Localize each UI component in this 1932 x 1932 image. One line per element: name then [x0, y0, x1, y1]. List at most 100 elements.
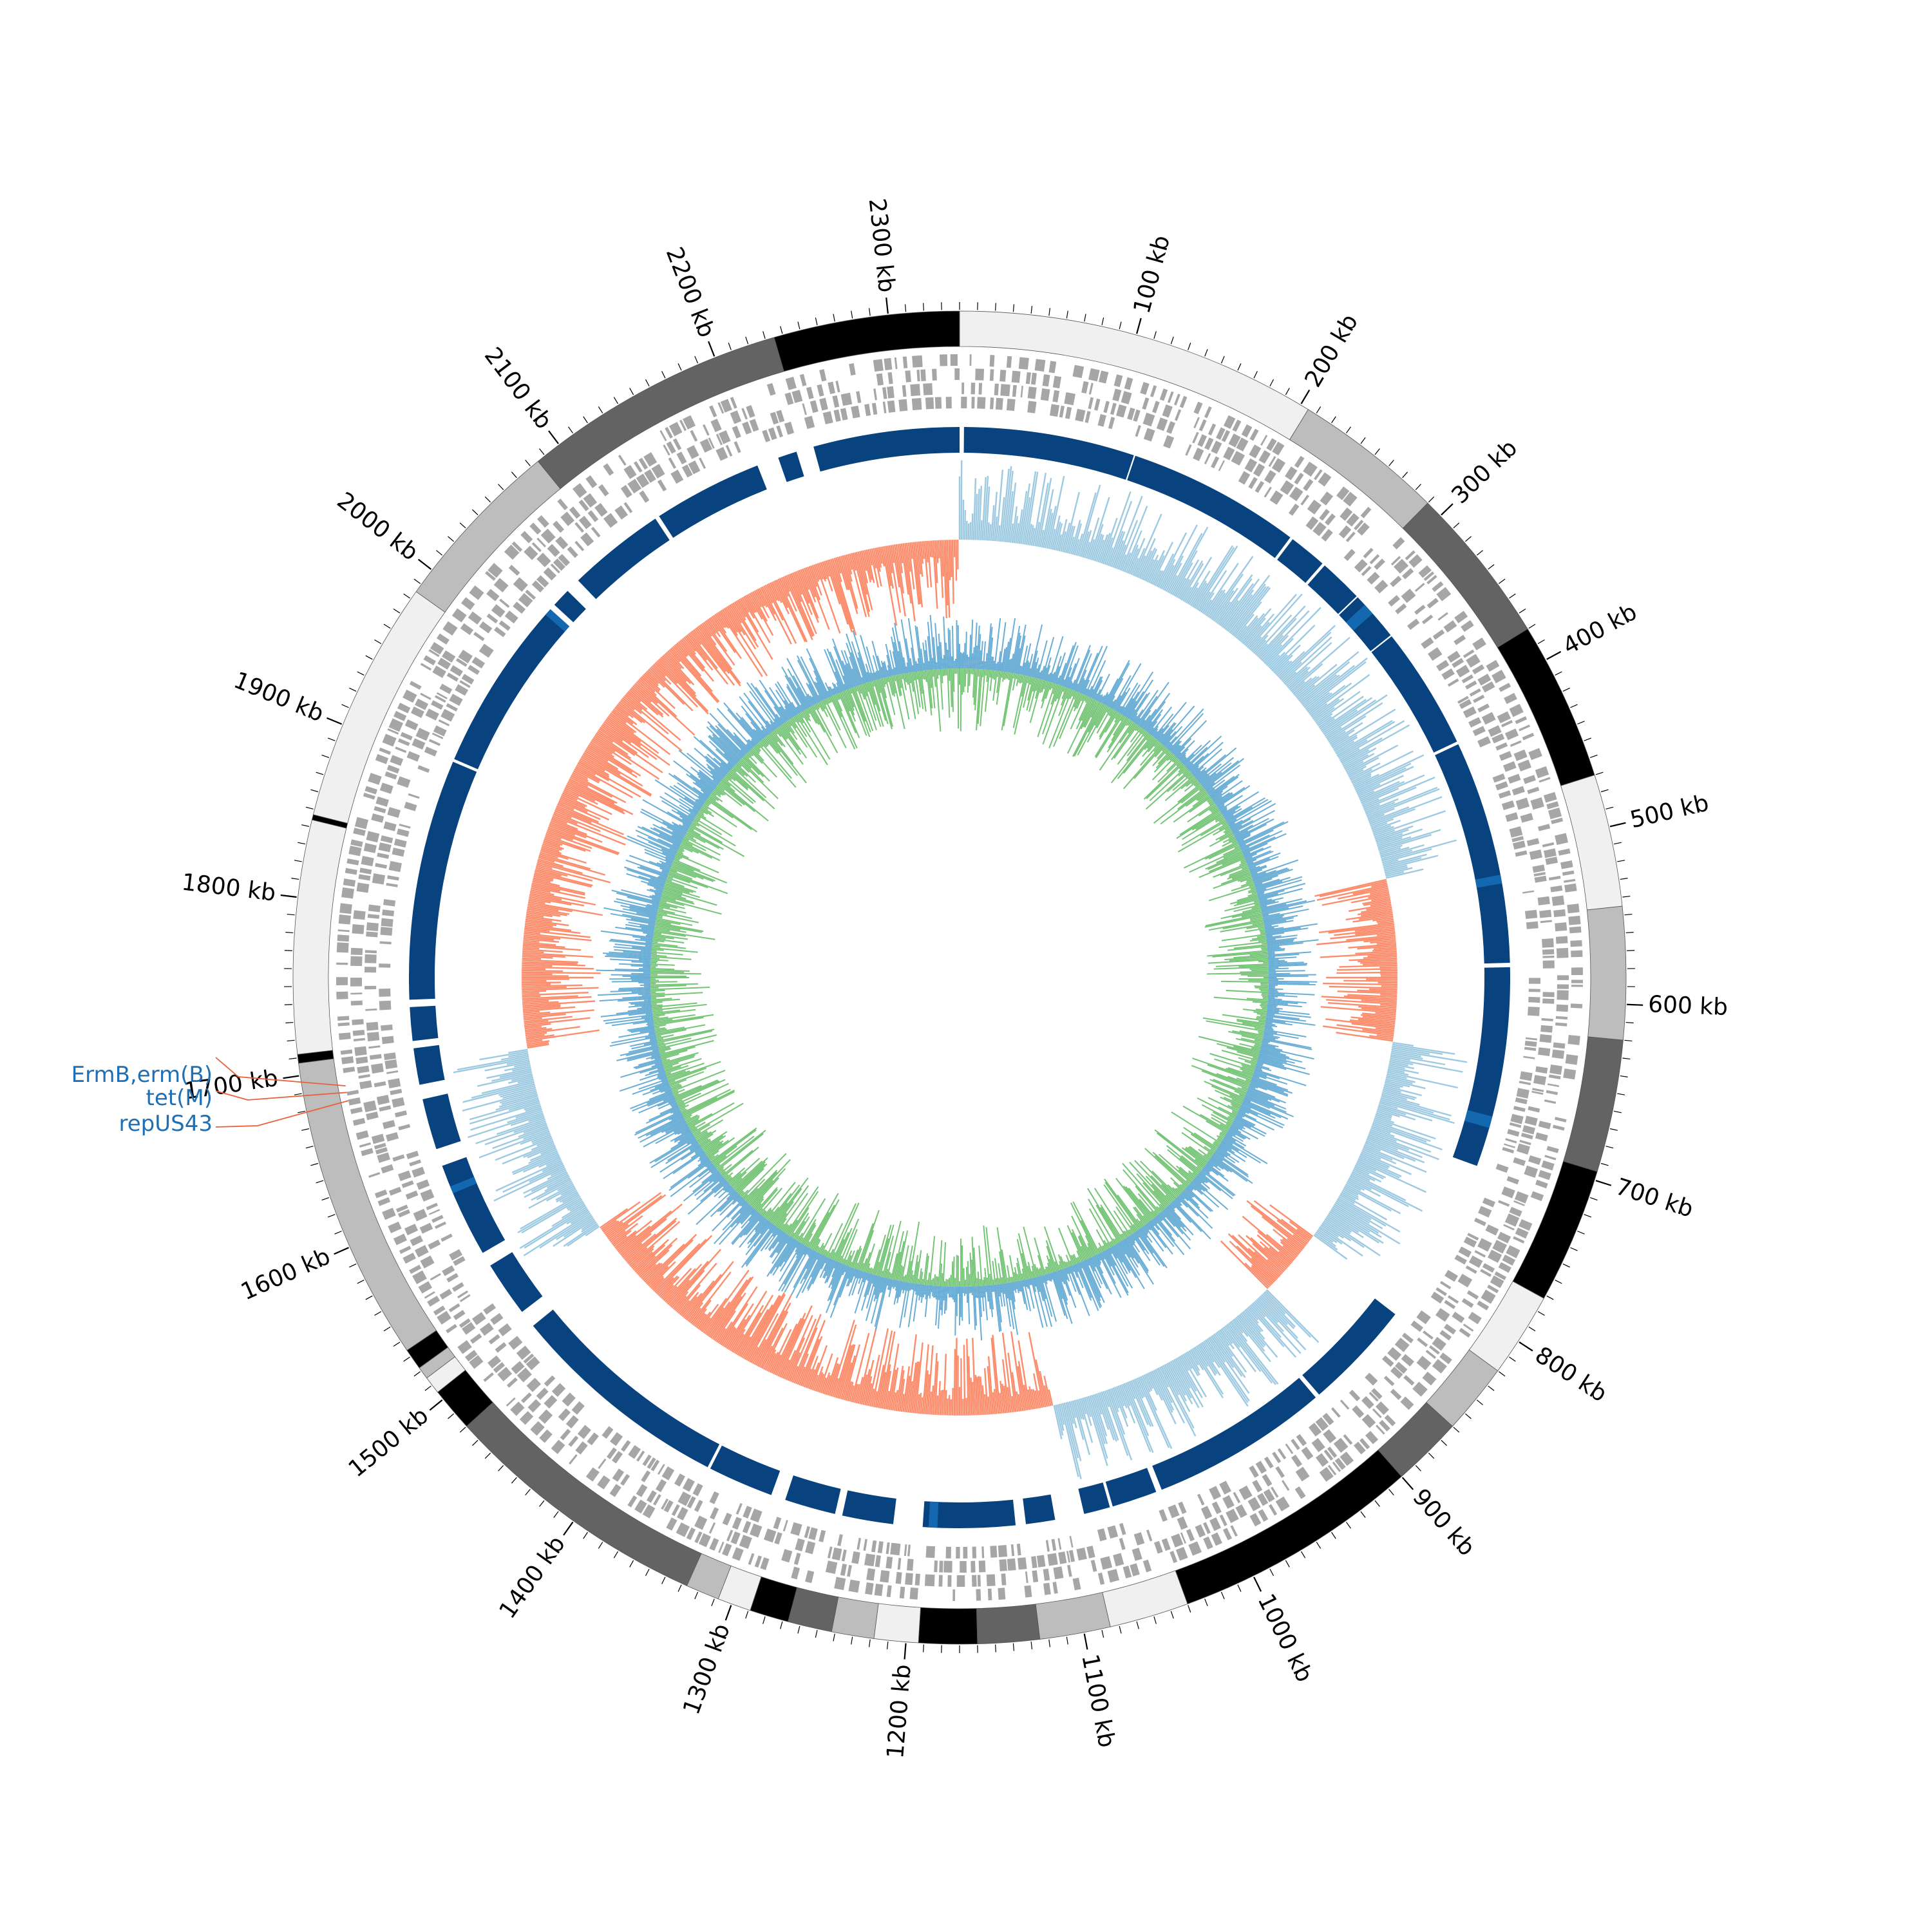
- gene-feature: [1502, 1147, 1515, 1154]
- gc-bar-outer: [1239, 829, 1274, 847]
- gc-bar-outer: [996, 1284, 1002, 1323]
- skew-bar: [1154, 1368, 1173, 1403]
- minor-tick: [1220, 355, 1225, 364]
- skew-bar: [1324, 1218, 1381, 1256]
- gene-feature: [1174, 409, 1182, 421]
- skew-bar: [538, 855, 606, 876]
- gc-bar-inner: [1221, 1050, 1258, 1061]
- gene-feature: [1209, 1517, 1222, 1531]
- gc-bar-inner: [1053, 691, 1077, 747]
- gc-bar-outer: [1198, 1172, 1222, 1191]
- gene-feature: [577, 1425, 591, 1439]
- tick-label: 2200 kb: [661, 243, 720, 341]
- gc-bar-outer: [843, 683, 848, 690]
- skew-bar: [1345, 1183, 1401, 1215]
- gc-bar-outer: [1139, 710, 1151, 726]
- gc-bar-outer: [1268, 974, 1316, 976]
- gc-bar-inner: [1231, 882, 1255, 892]
- gene-feature: [1505, 1138, 1517, 1144]
- gc-bar-outer: [1153, 713, 1174, 738]
- gc-bar-outer: [894, 667, 898, 676]
- skew-bar: [1314, 878, 1387, 897]
- skew-bar: [468, 1112, 544, 1139]
- gc-bar-outer: [1249, 1083, 1267, 1091]
- gc-bar-outer: [1189, 1182, 1203, 1195]
- gc-bar-outer: [1244, 1095, 1294, 1117]
- gc-bar-inner: [1166, 771, 1191, 793]
- gene-feature: [361, 1148, 374, 1157]
- gene-feature: [699, 439, 712, 453]
- gc-bar-inner: [1231, 910, 1262, 918]
- skew-bar: [1222, 578, 1260, 629]
- skew-bar: [1261, 1294, 1295, 1329]
- gene-feature: [350, 978, 363, 987]
- gc-bar-inner: [1027, 677, 1034, 701]
- gene-feature: [353, 910, 366, 920]
- gc-bar-outer: [1205, 764, 1241, 791]
- skew-bar: [529, 891, 596, 906]
- gc-bar-outer: [1173, 1200, 1211, 1240]
- skew-bar: [524, 925, 581, 934]
- skew-bar: [1368, 1132, 1439, 1160]
- skew-bar: [1323, 1025, 1394, 1037]
- gc-bar-outer: [655, 889, 663, 893]
- skew-bar: [1209, 556, 1254, 619]
- gc-bar-outer: [1136, 696, 1158, 725]
- skew-bar: [610, 712, 637, 734]
- skew-bar: [752, 591, 762, 608]
- skew-bar: [818, 562, 827, 582]
- gc-bar-outer: [769, 721, 777, 730]
- gc-bar-outer: [712, 1198, 744, 1232]
- gc-bar-outer: [1086, 689, 1090, 696]
- skew-bar: [614, 1230, 637, 1249]
- blast-hit: [1078, 1482, 1110, 1514]
- gene-feature: [732, 1517, 742, 1530]
- gc-bar-outer: [1245, 856, 1253, 861]
- gc-bar-outer: [940, 642, 943, 669]
- skew-bar: [1256, 643, 1268, 657]
- minor-tick: [1170, 1611, 1174, 1619]
- minor-tick: [539, 448, 545, 455]
- gc-bar-inner: [1179, 809, 1220, 836]
- skew-bar: [1388, 1064, 1405, 1070]
- skew-bar: [797, 1366, 806, 1385]
- gc-bar-outer: [1262, 908, 1309, 919]
- gc-bar-outer: [664, 792, 698, 814]
- gc-bar-outer: [1080, 652, 1099, 694]
- gc-bar-outer: [1184, 761, 1191, 767]
- gene-feature: [434, 1221, 447, 1229]
- gc-bar-inner: [1251, 969, 1269, 971]
- skew-bar: [523, 1009, 594, 1018]
- gene-feature: [998, 1587, 1006, 1600]
- gene-feature: [741, 408, 748, 420]
- skew-bar: [1343, 753, 1369, 769]
- blast-hit: [490, 1252, 543, 1312]
- skew-bar: [1176, 1357, 1197, 1392]
- gc-bar-outer: [1083, 1260, 1101, 1298]
- gc-bar-outer: [1014, 1281, 1018, 1289]
- gc-bar-outer: [1204, 1166, 1212, 1172]
- gene-feature: [1394, 1338, 1410, 1352]
- gc-bar-outer: [976, 625, 980, 669]
- gc-bar-outer: [1208, 1159, 1218, 1168]
- skew-bar: [521, 971, 601, 974]
- gene-feature: [1314, 469, 1323, 480]
- gc-bar-outer: [1227, 1132, 1244, 1142]
- gene-feature: [952, 1589, 956, 1601]
- gene-feature: [1513, 840, 1526, 850]
- gc-bar-outer: [1122, 697, 1134, 715]
- gc-bar-outer: [875, 670, 879, 680]
- gc-bar-inner: [1177, 783, 1201, 803]
- gc-bar-outer: [875, 1278, 889, 1331]
- gc-bar-outer: [889, 650, 896, 676]
- gc-bar-outer: [667, 1141, 698, 1161]
- gene-feature: [1211, 440, 1222, 454]
- minor-tick: [403, 1356, 410, 1362]
- skew-bar: [529, 1148, 557, 1162]
- gene-feature: [1537, 896, 1550, 905]
- skew-bar: [999, 497, 1005, 542]
- gene-feature: [352, 1030, 365, 1036]
- skew-bar: [522, 996, 592, 1001]
- gc-bar-outer: [1090, 1257, 1097, 1267]
- skew-bar: [1305, 692, 1331, 711]
